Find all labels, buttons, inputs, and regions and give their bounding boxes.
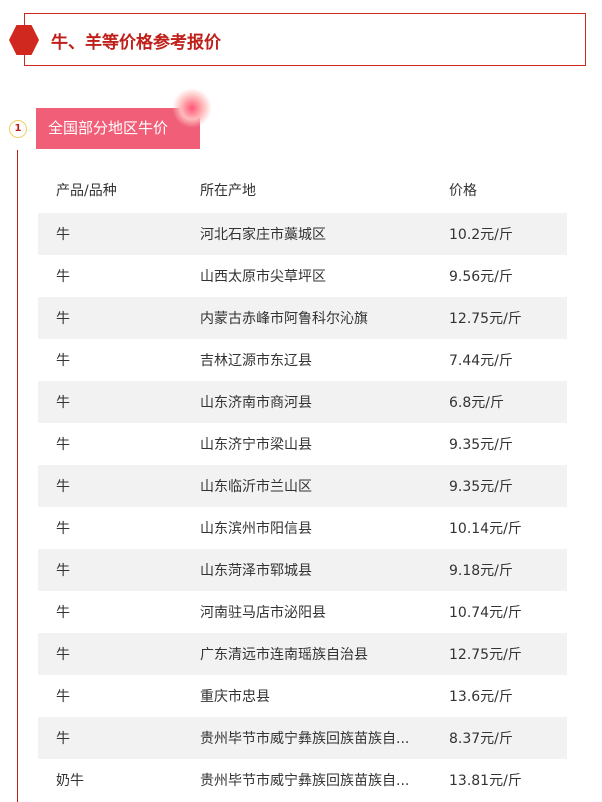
table-row: 牛 河北石家庄市藁城区 10.2元/斤 <box>38 213 567 255</box>
cell-origin: 内蒙古赤峰市阿鲁科尔沁旗 <box>200 311 368 327</box>
page-title: 牛、羊等价格参考报价 <box>51 33 221 53</box>
table-row: 牛 重庆市忠县 13.6元/斤 <box>38 675 567 717</box>
cell-price: 8.37元/斤 <box>449 731 513 747</box>
table-row: 牛 山东菏泽市郓城县 9.18元/斤 <box>38 549 567 591</box>
cell-price: 13.81元/斤 <box>449 773 522 789</box>
table-row: 牛 山东临沂市兰山区 9.35元/斤 <box>38 465 567 507</box>
cell-product: 牛 <box>56 563 70 579</box>
cell-price: 12.75元/斤 <box>449 311 522 327</box>
table-row: 牛 山东济南市商河县 6.8元/斤 <box>38 381 567 423</box>
table-row: 牛 河南驻马店市泌阳县 10.74元/斤 <box>38 591 567 633</box>
cell-origin: 贵州毕节市威宁彝族回族苗族自... <box>200 731 410 747</box>
table-row: 奶牛 贵州毕节市威宁彝族回族苗族自... 13.81元/斤 <box>38 759 567 801</box>
cell-origin: 河北石家庄市藁城区 <box>200 227 326 243</box>
cell-product: 牛 <box>56 353 70 369</box>
cell-origin: 重庆市忠县 <box>200 689 270 705</box>
table-header: 产品/品种 所在产地 价格 <box>38 166 567 213</box>
cell-product: 牛 <box>56 731 70 747</box>
cell-product: 牛 <box>56 689 70 705</box>
cell-origin: 山东济南市商河县 <box>200 395 312 411</box>
cell-price: 9.56元/斤 <box>449 269 513 285</box>
cell-origin: 山东滨州市阳信县 <box>200 521 312 537</box>
section-number: 1 <box>9 120 27 138</box>
cell-product: 牛 <box>56 647 70 663</box>
cell-product: 奶牛 <box>56 773 84 789</box>
table-row: 牛 山东滨州市阳信县 10.14元/斤 <box>38 507 567 549</box>
cell-origin: 山东济宁市梁山县 <box>200 437 312 453</box>
col-product: 产品/品种 <box>56 182 117 199</box>
cell-origin: 贵州毕节市威宁彝族回族苗族自... <box>200 773 410 789</box>
cell-product: 牛 <box>56 437 70 453</box>
cell-origin: 广东清远市连南瑶族自治县 <box>200 647 368 663</box>
cell-price: 10.74元/斤 <box>449 605 522 621</box>
cell-origin: 山东临沂市兰山区 <box>200 479 312 495</box>
firework-icon <box>172 88 212 128</box>
cell-price: 9.35元/斤 <box>449 437 513 453</box>
cell-origin: 山东菏泽市郓城县 <box>200 563 312 579</box>
cell-price: 13.6元/斤 <box>449 689 513 705</box>
cell-origin: 河南驻马店市泌阳县 <box>200 605 326 621</box>
table-row: 牛 山西太原市尖草坪区 9.56元/斤 <box>38 255 567 297</box>
cell-origin: 山西太原市尖草坪区 <box>200 269 326 285</box>
table-row: 牛 贵州毕节市威宁彝族回族苗族自... 8.37元/斤 <box>38 717 567 759</box>
table-row: 牛 广东清远市连南瑶族自治县 12.75元/斤 <box>38 633 567 675</box>
cell-product: 牛 <box>56 479 70 495</box>
cell-product: 牛 <box>56 311 70 327</box>
cell-price: 7.44元/斤 <box>449 353 513 369</box>
cell-price: 10.14元/斤 <box>449 521 522 537</box>
price-table: 产品/品种 所在产地 价格 牛河北石家庄市藁城区 10.2元/斤牛山西太原市尖草坪… <box>38 166 567 801</box>
col-origin: 所在产地 <box>200 182 256 199</box>
cell-product: 牛 <box>56 227 70 243</box>
cell-price: 6.8元/斤 <box>449 395 504 411</box>
cell-origin: 吉林辽源市东辽县 <box>200 353 312 369</box>
cell-price: 12.75元/斤 <box>449 647 522 663</box>
hexagon-icon <box>9 25 39 55</box>
cell-product: 牛 <box>56 395 70 411</box>
table-row: 牛 吉林辽源市东辽县 7.44元/斤 <box>38 339 567 381</box>
col-price: 价格 <box>449 182 477 199</box>
timeline-line <box>17 150 18 802</box>
table-row: 牛 内蒙古赤峰市阿鲁科尔沁旗 12.75元/斤 <box>38 297 567 339</box>
cell-product: 牛 <box>56 269 70 285</box>
cell-price: 9.35元/斤 <box>449 479 513 495</box>
cell-price: 10.2元/斤 <box>449 227 513 243</box>
cell-price: 9.18元/斤 <box>449 563 513 579</box>
cell-product: 牛 <box>56 521 70 537</box>
cell-product: 牛 <box>56 605 70 621</box>
table-row: 牛 山东济宁市梁山县 9.35元/斤 <box>38 423 567 465</box>
